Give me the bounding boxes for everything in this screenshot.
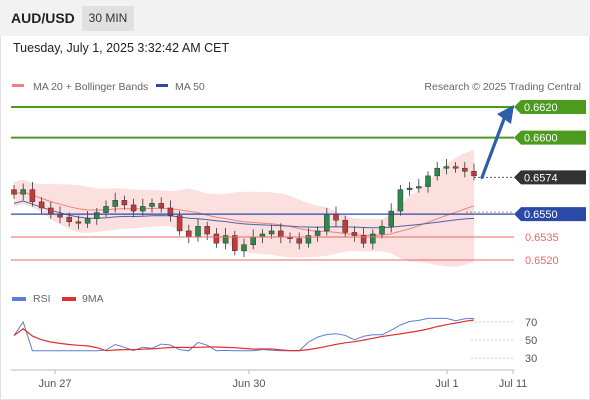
candle-body (268, 230, 275, 235)
candle-body (333, 213, 339, 221)
candle-body (434, 167, 440, 177)
price-plot (11, 149, 477, 267)
candle-body (324, 213, 330, 232)
rsi-line (13, 317, 475, 352)
ma20-line (13, 191, 475, 236)
candle-body (314, 230, 321, 236)
rsi-tick-50: 50 (525, 335, 537, 347)
rsi-legend-swatch (12, 297, 26, 301)
rsi-plot: 70 50 30 (13, 317, 537, 365)
candle-body (222, 235, 229, 244)
forecast-arrow-shaft (480, 117, 506, 179)
candle-body (342, 219, 348, 233)
level-label-0.6620: 0.6620 (524, 102, 558, 114)
candle-body (443, 166, 450, 169)
candle-body (48, 207, 54, 215)
forecast-arrowhead (497, 105, 514, 124)
candle-body (278, 230, 284, 238)
x-axis: Jun 27 Jun 30 Jul 1 Jul 11 (38, 370, 527, 390)
candle-body (471, 171, 477, 177)
candle-body (186, 230, 192, 238)
ma50-legend-swatch (156, 84, 168, 87)
ma9-legend-label: 9MA (82, 293, 104, 305)
x-tick-label: Jul 1 (435, 378, 458, 390)
candle-body (425, 175, 431, 187)
level-tag-0.6574 (514, 170, 586, 185)
ma50-line (13, 200, 475, 229)
x-tick-label: Jul 11 (499, 378, 528, 390)
candle-body (462, 167, 468, 172)
symbol-title: AUD/USD (11, 10, 75, 26)
level-label-0.6574: 0.6574 (524, 172, 558, 184)
candle-body (75, 221, 82, 224)
candle-body (388, 210, 394, 227)
timeframe-badge[interactable]: 30 MIN (82, 6, 134, 31)
chart-datetime: Tuesday, July 1, 2025 3:32:42 AM CET (13, 41, 230, 55)
rsi-tick-30: 30 (525, 353, 537, 365)
candle-body (213, 233, 220, 244)
candle-body (158, 203, 164, 209)
candle-body (406, 187, 413, 190)
candle-body (121, 200, 128, 206)
x-tick-label: Jun 30 (232, 378, 265, 390)
candle-body (94, 212, 100, 219)
candle-body (204, 226, 210, 235)
candle-body (66, 216, 72, 223)
source-credit: Research © 2025 Trading Central (424, 81, 581, 93)
ma20-legend-swatch (12, 84, 24, 87)
level-tag-0.6550 (514, 207, 586, 222)
rsi-tick-70: 70 (525, 317, 537, 329)
level-tag-0.6620 (514, 100, 586, 114)
candle-body (452, 166, 459, 169)
candle-body (11, 189, 17, 195)
candle-body (195, 226, 201, 238)
candle-body (250, 236, 256, 245)
candle-body (112, 200, 118, 207)
candle-body (232, 235, 238, 252)
candle-body (140, 206, 146, 212)
candle-body (416, 186, 422, 189)
level-label-0.6550: 0.6550 (524, 209, 558, 221)
rsi-ma-line (13, 319, 475, 352)
candle-body (241, 244, 247, 252)
candle-body (103, 206, 109, 213)
candle-body (296, 238, 302, 244)
candle-body (84, 218, 91, 224)
x-tick-label: Jun 27 (38, 378, 71, 390)
candle-body (20, 189, 26, 195)
candle-body (379, 226, 385, 235)
candle-body (360, 235, 367, 244)
level-label-0.6535: 0.6535 (525, 232, 559, 244)
candle-body (370, 233, 376, 244)
ma50-legend-label: MA 50 (175, 81, 205, 93)
candle-body (351, 232, 358, 236)
candle-body (305, 235, 312, 244)
candle-body (130, 204, 137, 212)
level-label-0.6600: 0.6600 (524, 133, 558, 145)
candle-body (176, 215, 183, 232)
candle-body (149, 203, 155, 207)
candle-body (38, 201, 45, 209)
candle-body (167, 207, 174, 216)
level-tag-0.6600 (514, 130, 586, 145)
ma20-legend-label: MA 20 + Bollinger Bands (33, 81, 148, 93)
rsi-legend-label: RSI (33, 293, 51, 305)
candle-body (29, 189, 36, 203)
candle-body (397, 189, 404, 212)
ma9-legend-swatch (62, 297, 76, 301)
chart-header: AUD/USD 30 MIN (0, 0, 590, 36)
level-label-0.6520: 0.6520 (525, 255, 559, 267)
level-lines: 0.6620 0.6600 0.6574 0.6550 0.6535 0.6520 (11, 100, 586, 267)
